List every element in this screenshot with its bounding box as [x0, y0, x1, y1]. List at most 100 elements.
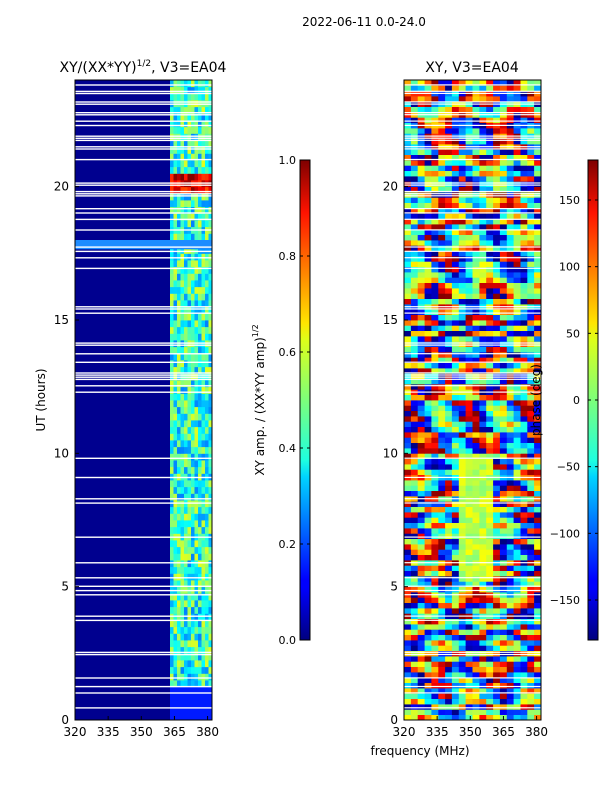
phase-cell — [431, 618, 439, 625]
phase-cell — [438, 645, 446, 651]
phase-cell — [520, 266, 528, 273]
flagged-row — [75, 378, 212, 381]
phase-cell — [445, 533, 453, 539]
phase-cell — [472, 160, 480, 166]
phase-cell — [506, 586, 515, 593]
amplitude-cell — [208, 400, 213, 408]
amplitude-cell — [180, 120, 185, 128]
phase-cell — [493, 117, 501, 123]
amplitude-cell — [187, 666, 192, 674]
amplitude-cell — [201, 566, 206, 574]
phase-cell — [513, 506, 521, 513]
amplitude-cell — [187, 633, 192, 641]
amplitude-cell — [184, 633, 188, 641]
phase-cell — [493, 293, 501, 299]
amplitude-cell — [187, 166, 192, 174]
phase-cell — [458, 165, 467, 171]
phase-cell — [417, 96, 425, 102]
amplitude-cell — [201, 453, 206, 461]
amplitude-cell — [194, 326, 199, 334]
phase-cell — [520, 117, 528, 123]
amplitude-cell — [184, 126, 188, 134]
amplitude-cell — [180, 106, 185, 114]
phase-cell — [465, 170, 473, 177]
amplitude-cell — [187, 566, 192, 574]
phase-cell — [506, 570, 515, 577]
phase-cell — [458, 400, 467, 406]
phase-cell — [520, 373, 528, 379]
amplitude-cell — [205, 166, 209, 174]
phase-cell — [472, 341, 480, 347]
phase-cell — [486, 352, 494, 358]
phase-cell — [410, 522, 419, 529]
amplitude-cell — [194, 440, 199, 448]
phase-cell — [527, 170, 535, 177]
amplitude-cell — [173, 660, 178, 668]
phase-cell — [438, 517, 446, 523]
amplitude-cell — [205, 440, 209, 448]
phase-cell — [527, 677, 535, 683]
phase-cell — [458, 245, 467, 251]
phase-cell — [534, 565, 542, 571]
amplitude-cell — [198, 326, 202, 334]
amplitude-cell — [184, 353, 188, 361]
phase-cell — [417, 506, 425, 513]
phase-cell — [438, 277, 446, 283]
colorbar-tick-label: 1.0 — [279, 154, 297, 167]
phase-cell — [404, 634, 412, 641]
phase-cell — [404, 96, 412, 102]
phase-cell — [499, 400, 508, 406]
amplitude-cell — [187, 280, 192, 288]
amplitude-cell — [170, 93, 174, 101]
amplitude-cell — [205, 666, 209, 674]
phase-cell — [404, 341, 412, 347]
amplitude-colorbar: 0.00.20.40.60.81.0 XY amp. / (XX*YY amp)… — [251, 154, 311, 647]
phase-cell — [527, 640, 535, 646]
amplitude-cell — [187, 360, 192, 368]
phase-cell — [534, 282, 542, 289]
phase-cell — [499, 266, 508, 273]
phase-cell — [486, 501, 494, 507]
phase-cell — [513, 357, 521, 363]
phase-cell — [424, 160, 432, 166]
amplitude-cell — [187, 406, 192, 414]
phase-cell — [534, 624, 542, 630]
amplitude-cell — [173, 80, 178, 88]
phase-cell — [506, 282, 515, 289]
phase-cell — [465, 709, 473, 715]
flagged-row — [404, 372, 541, 374]
phase-cell — [493, 634, 501, 641]
phase-cell — [431, 693, 439, 699]
phase-cell — [424, 213, 432, 219]
amplitude-cell — [198, 713, 202, 721]
flagged-row — [75, 653, 212, 656]
phase-cell — [472, 170, 480, 177]
phase-cell — [499, 698, 508, 705]
phase-cell — [506, 234, 515, 241]
phase-cell — [431, 325, 439, 331]
phase-cell — [431, 528, 439, 534]
phase-cell — [479, 240, 487, 246]
phase-cell — [465, 149, 473, 155]
phase-cell — [445, 538, 453, 545]
phase-cell — [445, 330, 453, 337]
amplitude-cell — [191, 646, 195, 654]
amplitude-cell — [187, 640, 192, 648]
x-tick-label: 335 — [426, 725, 449, 739]
phase-cell — [465, 288, 473, 294]
phase-cell — [445, 624, 453, 630]
phase-cell — [445, 298, 453, 305]
phase-cell — [493, 362, 501, 369]
amplitude-cell — [187, 426, 192, 434]
phase-cell — [410, 410, 419, 417]
phase-cell — [479, 224, 487, 230]
phase-cell — [458, 432, 467, 438]
amplitude-cell — [208, 86, 213, 94]
phase-cell — [445, 149, 453, 155]
phase-cell — [534, 288, 542, 294]
phase-cell — [404, 229, 412, 235]
phase-cell — [404, 298, 412, 305]
amplitude-cell — [177, 333, 181, 341]
phase-cell — [438, 362, 446, 369]
phase-cell — [486, 320, 494, 326]
